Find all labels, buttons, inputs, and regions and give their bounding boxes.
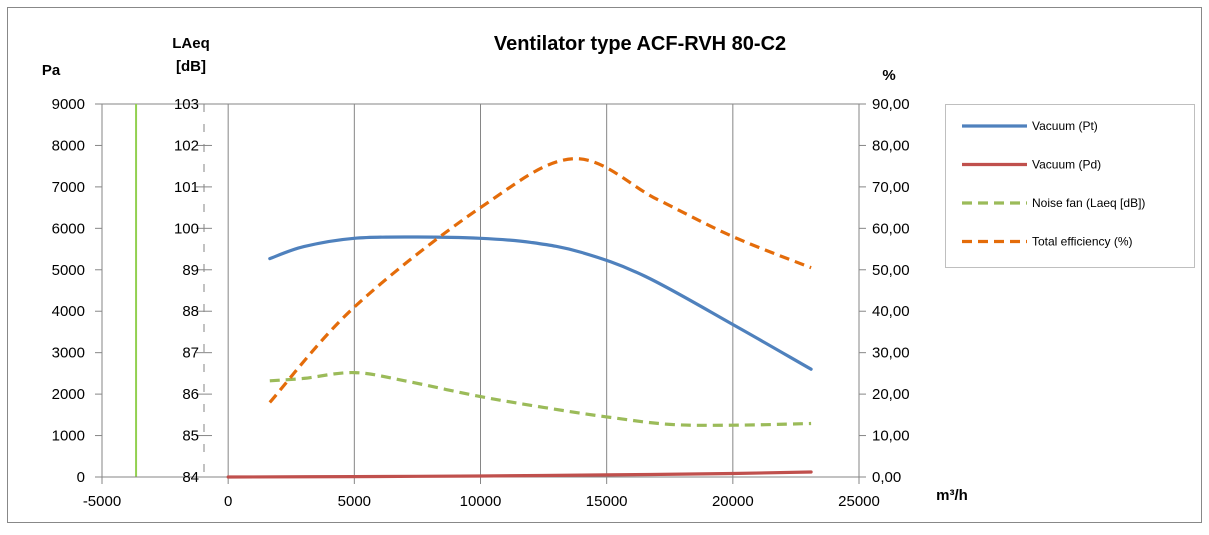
legend: Vacuum (Pt) Vacuum (Pd) Noise fan (Laeq [d… xyxy=(945,104,1195,268)
legend-label-noise-fan-laeq-db: Noise fan (Laeq [dB]) xyxy=(1032,196,1145,210)
left-tick-label: 0 xyxy=(77,469,85,486)
x-tick-label: 25000 xyxy=(838,493,880,510)
right-tick-label: 10,00 xyxy=(872,428,910,445)
legend-label-vacuum-pt: Vacuum (Pt) xyxy=(1032,119,1098,133)
series-line-noise-fan-laeq-db xyxy=(269,370,812,427)
right-tick-label: 40,00 xyxy=(872,303,910,320)
middle-tick-label: 87 xyxy=(182,345,199,362)
x-tick-label: 5000 xyxy=(338,493,371,510)
left-tick-label: 8000 xyxy=(52,137,85,154)
right-tick-label: 50,00 xyxy=(872,262,910,279)
x-tick-label: 0 xyxy=(224,493,232,510)
x-tick-label: -5000 xyxy=(83,493,121,510)
left-tick-label: 1000 xyxy=(52,428,85,445)
series-lines xyxy=(226,157,813,479)
right-tick-label: 30,00 xyxy=(872,345,910,362)
middle-tick-label: 89 xyxy=(182,262,199,279)
right-tick-label: 70,00 xyxy=(872,179,910,196)
legend-label-total-efficiency: Total efficiency (%) xyxy=(1032,235,1132,249)
middle-tick-label: 88 xyxy=(182,303,199,320)
right-tick-label: 60,00 xyxy=(872,220,910,237)
x-axis-title: m³/h xyxy=(936,487,968,504)
left-tick-label: 7000 xyxy=(52,179,85,196)
middle-tick-label: 85 xyxy=(182,428,199,445)
x-tick-label: 10000 xyxy=(460,493,502,510)
series-line-vacuum-pt xyxy=(268,235,813,371)
left-axis-title: Pa xyxy=(42,62,61,79)
right-tick-label: 0,00 xyxy=(872,469,901,486)
middle-tick-label: 101 xyxy=(174,179,199,196)
x-tick-label: 20000 xyxy=(712,493,754,510)
middle-tick-label: 100 xyxy=(174,220,199,237)
left-tick-label: 6000 xyxy=(52,220,85,237)
series-line-vacuum-pd xyxy=(226,470,813,479)
left-tick-label: 5000 xyxy=(52,262,85,279)
left-tick-label: 4000 xyxy=(52,303,85,320)
legend-label-vacuum-pd: Vacuum (Pd) xyxy=(1032,158,1101,172)
right-tick-label: 90,00 xyxy=(872,96,910,113)
x-tick-label: 15000 xyxy=(586,493,628,510)
right-tick-label: 80,00 xyxy=(872,137,910,154)
right-axis-title: % xyxy=(882,67,895,84)
middle-axis-title-line2: [dB] xyxy=(176,58,206,75)
middle-axis-title-line1: LAeq xyxy=(172,35,210,52)
middle-tick-label: 86 xyxy=(182,386,199,403)
chart-title: Ventilator type ACF-RVH 80-C2 xyxy=(494,33,786,55)
middle-tick-label: 103 xyxy=(174,96,199,113)
right-tick-label: 20,00 xyxy=(872,386,910,403)
middle-tick-label: 102 xyxy=(174,137,199,154)
left-tick-label: 3000 xyxy=(52,345,85,362)
left-tick-label: 9000 xyxy=(52,96,85,113)
left-tick-label: 2000 xyxy=(52,386,85,403)
middle-tick-label: 84 xyxy=(182,469,199,486)
